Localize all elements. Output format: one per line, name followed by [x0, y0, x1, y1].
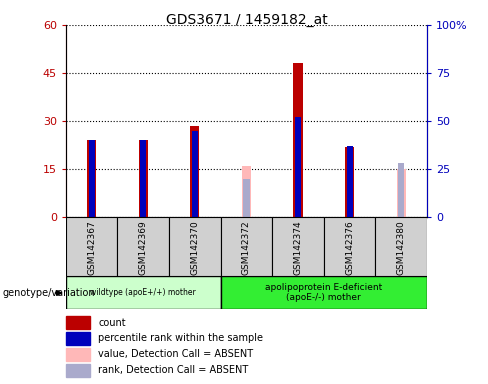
- Text: GSM142374: GSM142374: [293, 220, 303, 275]
- Bar: [397, 169, 406, 217]
- Bar: [89, 140, 95, 217]
- Bar: [398, 163, 404, 217]
- Bar: [192, 131, 198, 217]
- Bar: [169, 217, 221, 276]
- Bar: [66, 348, 90, 361]
- Text: count: count: [98, 318, 126, 328]
- Bar: [66, 364, 90, 377]
- Bar: [221, 276, 427, 309]
- Text: GSM142372: GSM142372: [242, 220, 251, 275]
- Text: genotype/variation: genotype/variation: [2, 288, 95, 298]
- Text: percentile rank within the sample: percentile rank within the sample: [98, 333, 263, 343]
- Bar: [118, 217, 169, 276]
- Bar: [293, 63, 303, 217]
- Text: GSM142376: GSM142376: [345, 220, 354, 275]
- Bar: [140, 140, 146, 217]
- Bar: [375, 217, 427, 276]
- Bar: [324, 217, 375, 276]
- Text: wildtype (apoE+/+) mother: wildtype (apoE+/+) mother: [90, 288, 196, 297]
- Text: GSM142380: GSM142380: [397, 220, 406, 275]
- Bar: [66, 217, 118, 276]
- Bar: [66, 332, 90, 345]
- Bar: [221, 217, 272, 276]
- Text: GSM142370: GSM142370: [190, 220, 200, 275]
- Bar: [346, 146, 353, 217]
- Bar: [139, 140, 148, 217]
- Text: rank, Detection Call = ABSENT: rank, Detection Call = ABSENT: [98, 365, 248, 376]
- Text: GSM142369: GSM142369: [139, 220, 148, 275]
- Bar: [242, 166, 251, 217]
- Text: GSM142367: GSM142367: [87, 220, 96, 275]
- Text: apolipoprotein E-deficient
(apoE-/-) mother: apolipoprotein E-deficient (apoE-/-) mot…: [265, 283, 383, 303]
- Text: GDS3671 / 1459182_at: GDS3671 / 1459182_at: [165, 13, 327, 27]
- Text: value, Detection Call = ABSENT: value, Detection Call = ABSENT: [98, 349, 253, 359]
- Bar: [66, 276, 221, 309]
- Bar: [244, 179, 249, 217]
- Bar: [295, 117, 301, 217]
- Bar: [190, 126, 200, 217]
- Bar: [272, 217, 324, 276]
- Bar: [66, 316, 90, 329]
- Bar: [345, 147, 354, 217]
- Bar: [87, 140, 96, 217]
